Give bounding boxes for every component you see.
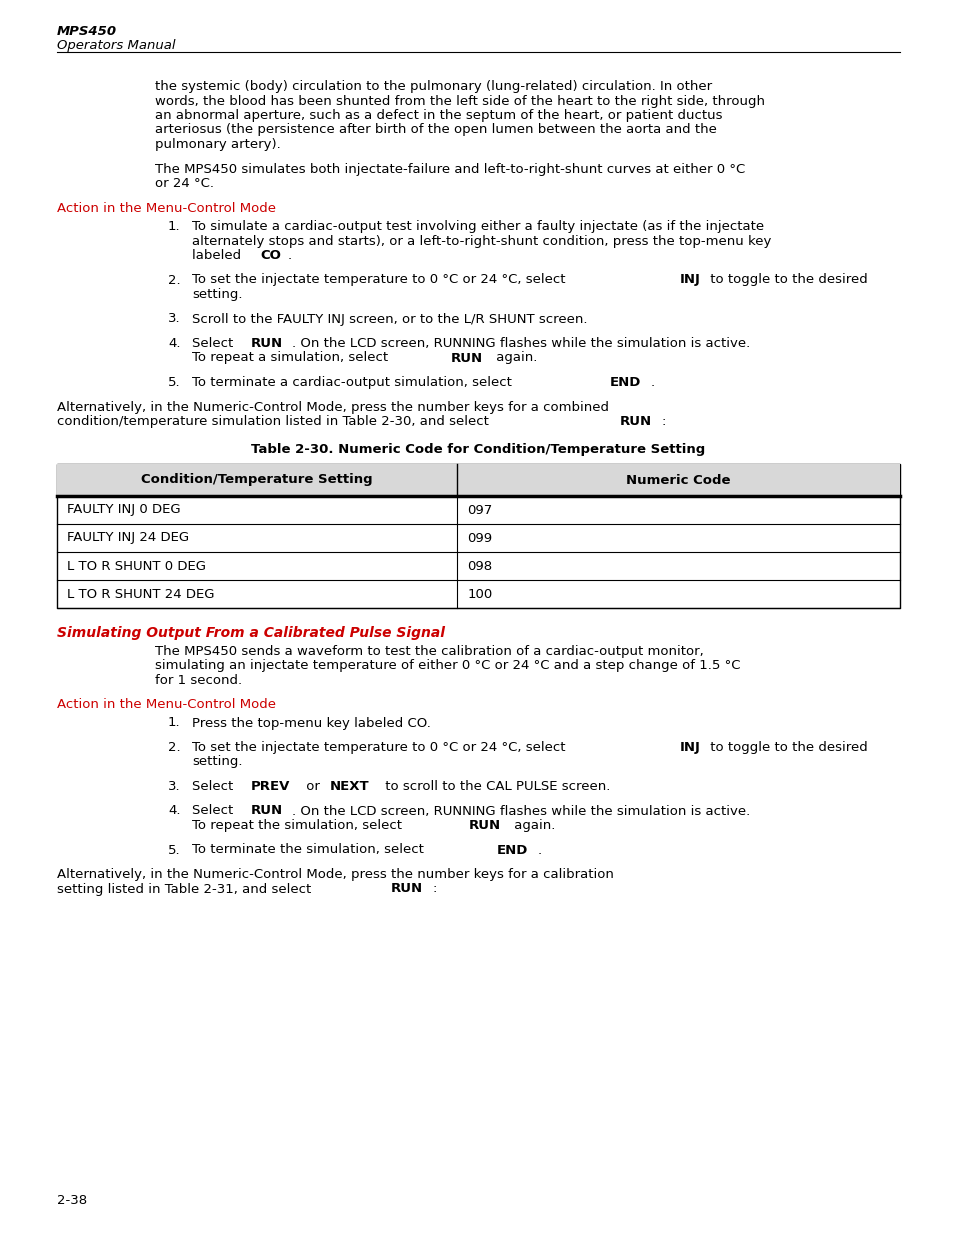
Text: To repeat the simulation, select: To repeat the simulation, select: [192, 819, 406, 832]
Text: PREV: PREV: [251, 781, 290, 793]
Text: again.: again.: [509, 819, 555, 832]
Text: NEXT: NEXT: [330, 781, 370, 793]
Text: Select: Select: [192, 337, 237, 350]
Text: pulmonary artery).: pulmonary artery).: [154, 138, 280, 151]
Text: simulating an injectate temperature of either 0 °C or 24 °C and a step change of: simulating an injectate temperature of e…: [154, 659, 740, 672]
Text: RUN: RUN: [468, 819, 500, 832]
Text: INJ: INJ: [679, 273, 700, 287]
Text: 3.: 3.: [168, 312, 180, 326]
Text: condition/temperature simulation listed in Table 2-30, and select: condition/temperature simulation listed …: [57, 415, 493, 429]
Text: 100: 100: [467, 588, 492, 600]
Text: L TO R SHUNT 24 DEG: L TO R SHUNT 24 DEG: [67, 588, 214, 600]
Text: or: or: [301, 781, 323, 793]
Text: to toggle to the desired: to toggle to the desired: [705, 273, 867, 287]
Text: MPS450: MPS450: [57, 25, 117, 38]
Text: labeled: labeled: [192, 249, 245, 262]
Text: Scroll to the FAULTY INJ screen, or to the L/R SHUNT screen.: Scroll to the FAULTY INJ screen, or to t…: [192, 312, 587, 326]
Text: END: END: [497, 844, 528, 857]
Text: 2-38: 2-38: [57, 1194, 87, 1207]
Text: arteriosus (the persistence after birth of the open lumen between the aorta and : arteriosus (the persistence after birth …: [154, 124, 716, 137]
Text: Alternatively, in the Numeric-Control Mode, press the number keys for a combined: Alternatively, in the Numeric-Control Mo…: [57, 400, 608, 414]
Text: RUN: RUN: [251, 804, 282, 818]
Text: 5.: 5.: [168, 844, 180, 857]
Text: Action in the Menu-Control Mode: Action in the Menu-Control Mode: [57, 698, 275, 711]
Text: 4.: 4.: [168, 804, 180, 818]
Text: 3.: 3.: [168, 781, 180, 793]
Text: 2.: 2.: [168, 273, 180, 287]
Text: words, the blood has been shunted from the left side of the heart to the right s: words, the blood has been shunted from t…: [154, 95, 764, 107]
Text: setting.: setting.: [192, 756, 242, 768]
Text: .: .: [537, 844, 540, 857]
Text: The MPS450 sends a waveform to test the calibration of a cardiac-output monitor,: The MPS450 sends a waveform to test the …: [154, 645, 703, 657]
Text: an abnormal aperture, such as a defect in the septum of the heart, or patient du: an abnormal aperture, such as a defect i…: [154, 109, 721, 122]
Text: RUN: RUN: [450, 352, 482, 364]
Text: RUN: RUN: [251, 337, 282, 350]
Bar: [57, 464, 899, 496]
Text: .: .: [650, 375, 654, 389]
Text: FAULTY INJ 0 DEG: FAULTY INJ 0 DEG: [67, 504, 180, 516]
Text: Alternatively, in the Numeric-Control Mode, press the number keys for a calibrat: Alternatively, in the Numeric-Control Mo…: [57, 868, 613, 881]
Text: Simulating Output From a Calibrated Pulse Signal: Simulating Output From a Calibrated Puls…: [57, 626, 444, 640]
Text: To set the injectate temperature to 0 °C or 24 °C, select: To set the injectate temperature to 0 °C…: [192, 741, 569, 755]
Text: RUN: RUN: [619, 415, 651, 429]
Text: Condition/Temperature Setting: Condition/Temperature Setting: [141, 473, 373, 487]
Text: The MPS450 simulates both injectate-failure and left-to-right-shunt curves at ei: The MPS450 simulates both injectate-fail…: [154, 163, 744, 175]
Text: INJ: INJ: [679, 741, 700, 755]
Text: END: END: [610, 375, 641, 389]
Text: :: :: [432, 883, 436, 895]
Text: To simulate a cardiac-output test involving either a faulty injectate (as if the: To simulate a cardiac-output test involv…: [192, 220, 763, 233]
Text: 5.: 5.: [168, 375, 180, 389]
Text: Numeric Code: Numeric Code: [626, 473, 730, 487]
Text: to toggle to the desired: to toggle to the desired: [705, 741, 867, 755]
Text: CO: CO: [260, 249, 281, 262]
Text: setting listed in Table 2-31, and select: setting listed in Table 2-31, and select: [57, 883, 315, 895]
Text: . On the LCD screen, RUNNING flashes while the simulation is active.: . On the LCD screen, RUNNING flashes whi…: [292, 337, 750, 350]
Text: setting.: setting.: [192, 288, 242, 301]
Text: RUN: RUN: [390, 883, 422, 895]
Text: L TO R SHUNT 0 DEG: L TO R SHUNT 0 DEG: [67, 559, 206, 573]
Text: Press the top-menu key labeled CO.: Press the top-menu key labeled CO.: [192, 716, 431, 730]
Text: Select: Select: [192, 781, 237, 793]
Text: 1.: 1.: [168, 716, 180, 730]
Text: 097: 097: [467, 504, 492, 516]
Text: FAULTY INJ 24 DEG: FAULTY INJ 24 DEG: [67, 531, 189, 545]
Text: to scroll to the CAL PULSE screen.: to scroll to the CAL PULSE screen.: [381, 781, 610, 793]
Text: . On the LCD screen, RUNNING flashes while the simulation is active.: . On the LCD screen, RUNNING flashes whi…: [292, 804, 750, 818]
Text: To terminate a cardiac-output simulation, select: To terminate a cardiac-output simulation…: [192, 375, 516, 389]
Text: or 24 °C.: or 24 °C.: [154, 177, 213, 190]
Text: 1.: 1.: [168, 220, 180, 233]
Text: again.: again.: [492, 352, 537, 364]
Text: 4.: 4.: [168, 337, 180, 350]
Text: Action in the Menu-Control Mode: Action in the Menu-Control Mode: [57, 201, 275, 215]
Text: 2.: 2.: [168, 741, 180, 755]
Text: To set the injectate temperature to 0 °C or 24 °C, select: To set the injectate temperature to 0 °C…: [192, 273, 569, 287]
Text: alternately stops and starts), or a left-to-right-shunt condition, press the top: alternately stops and starts), or a left…: [192, 235, 771, 247]
Text: the systemic (body) circulation to the pulmonary (lung-related) circulation. In : the systemic (body) circulation to the p…: [154, 80, 711, 93]
Text: Table 2-30. Numeric Code for Condition/Temperature Setting: Table 2-30. Numeric Code for Condition/T…: [251, 443, 705, 457]
Text: To repeat a simulation, select: To repeat a simulation, select: [192, 352, 392, 364]
Bar: [57, 464, 899, 608]
Text: 099: 099: [467, 531, 492, 545]
Text: .: .: [288, 249, 292, 262]
Text: To terminate the simulation, select: To terminate the simulation, select: [192, 844, 428, 857]
Text: Select: Select: [192, 804, 237, 818]
Text: for 1 second.: for 1 second.: [154, 673, 242, 687]
Text: Operators Manual: Operators Manual: [57, 40, 175, 53]
Text: 098: 098: [467, 559, 492, 573]
Text: :: :: [660, 415, 665, 429]
